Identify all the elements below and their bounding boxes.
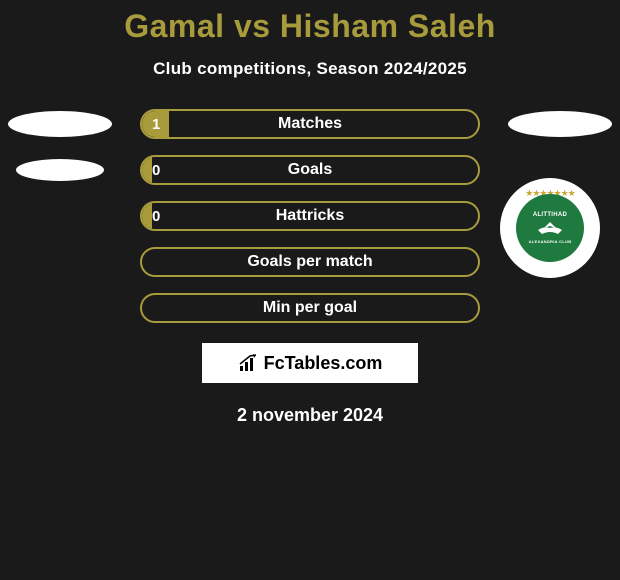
stat-bar: Min per goal	[140, 293, 480, 323]
stat-bar: 0 Hattricks	[140, 201, 480, 231]
stat-bar: 1 Matches	[140, 109, 480, 139]
player-left-avatar	[8, 111, 112, 137]
watermark: FcTables.com	[202, 343, 418, 383]
player-left-avatar-small	[16, 159, 104, 181]
comparison-card: Gamal vs Hisham Saleh Club competitions,…	[0, 0, 620, 426]
chart-icon	[238, 354, 260, 372]
badge-name: ALITTIHAD	[533, 212, 567, 218]
watermark-text: FcTables.com	[264, 353, 383, 374]
stat-label: Goals per match	[142, 253, 478, 271]
badge-sub: ALEXANDRIA CLUB	[529, 239, 572, 244]
stat-label: Min per goal	[142, 299, 478, 317]
page-title: Gamal vs Hisham Saleh	[0, 8, 620, 45]
badge-inner: ALITTIHAD ALEXANDRIA CLUB	[516, 194, 584, 262]
stat-label: Goals	[142, 161, 478, 179]
stat-label: Matches	[142, 115, 478, 133]
club-badge: ★★★★★★★ ALITTIHAD ALEXANDRIA CLUB	[500, 178, 600, 278]
date-label: 2 november 2024	[0, 405, 620, 426]
wings-icon	[534, 220, 566, 239]
badge-circle: ★★★★★★★ ALITTIHAD ALEXANDRIA CLUB	[500, 178, 600, 278]
player-right-avatar	[508, 111, 612, 137]
stat-row-mpg: Min per goal	[0, 293, 620, 323]
subtitle: Club competitions, Season 2024/2025	[0, 59, 620, 79]
stat-bar: Goals per match	[140, 247, 480, 277]
stat-bar: 0 Goals	[140, 155, 480, 185]
stat-label: Hattricks	[142, 207, 478, 225]
stat-row-matches: 1 Matches	[0, 109, 620, 139]
